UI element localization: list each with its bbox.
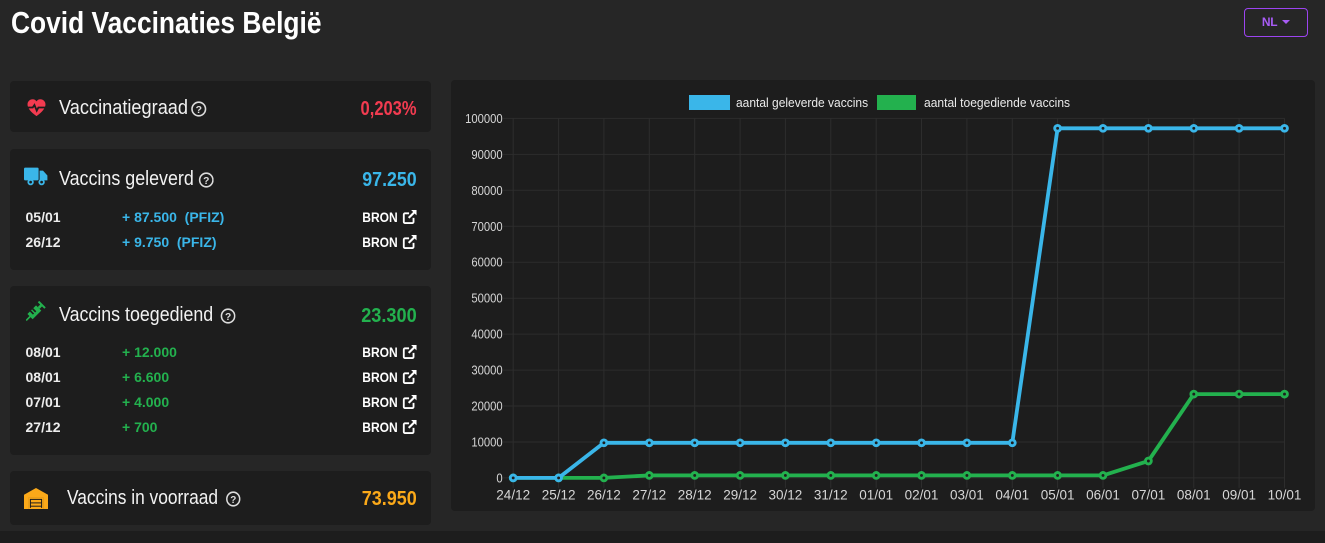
svg-text:04/01: 04/01 — [995, 488, 1029, 503]
svg-text:24/12: 24/12 — [496, 488, 530, 503]
svg-text:100000: 100000 — [465, 111, 503, 126]
svg-text:50000: 50000 — [471, 291, 502, 306]
svg-text:31/12: 31/12 — [814, 488, 848, 503]
svg-text:27/12: 27/12 — [632, 488, 666, 503]
svg-text:?: ? — [231, 495, 237, 506]
svg-text:?: ? — [225, 312, 231, 323]
svg-text:29/12: 29/12 — [723, 488, 757, 503]
svg-text:20000: 20000 — [471, 399, 502, 414]
svg-text:80000: 80000 — [471, 183, 502, 198]
svg-text:01/01: 01/01 — [859, 488, 893, 503]
svg-text:05/01: 05/01 — [1041, 488, 1075, 503]
svg-text:40000: 40000 — [471, 327, 502, 342]
svg-text:70000: 70000 — [471, 219, 502, 234]
svg-text:10000: 10000 — [471, 435, 502, 450]
svg-text:03/01: 03/01 — [950, 488, 984, 503]
svg-text:90000: 90000 — [471, 147, 502, 162]
svg-text:09/01: 09/01 — [1222, 488, 1256, 503]
svg-text:08/01: 08/01 — [1177, 488, 1211, 503]
svg-text:07/01: 07/01 — [1132, 488, 1166, 503]
svg-text:30000: 30000 — [471, 363, 502, 378]
svg-text:10/01: 10/01 — [1268, 488, 1302, 503]
svg-text:?: ? — [196, 105, 202, 116]
svg-text:60000: 60000 — [471, 255, 502, 270]
svg-text:06/01: 06/01 — [1086, 488, 1120, 503]
svg-text:26/12: 26/12 — [587, 488, 621, 503]
svg-text:0: 0 — [496, 470, 502, 485]
svg-text:30/12: 30/12 — [769, 488, 803, 503]
svg-text:?: ? — [203, 176, 209, 187]
svg-text:02/01: 02/01 — [905, 488, 939, 503]
svg-text:25/12: 25/12 — [542, 488, 576, 503]
svg-text:28/12: 28/12 — [678, 488, 712, 503]
